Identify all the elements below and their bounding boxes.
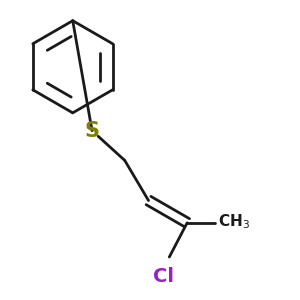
Text: Cl: Cl — [153, 267, 174, 286]
Text: CH$_3$: CH$_3$ — [218, 212, 250, 231]
Text: S: S — [85, 121, 100, 141]
